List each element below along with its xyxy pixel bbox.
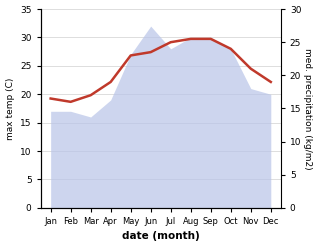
- Y-axis label: med. precipitation (kg/m2): med. precipitation (kg/m2): [303, 48, 313, 169]
- Y-axis label: max temp (C): max temp (C): [5, 77, 15, 140]
- X-axis label: date (month): date (month): [122, 231, 200, 242]
